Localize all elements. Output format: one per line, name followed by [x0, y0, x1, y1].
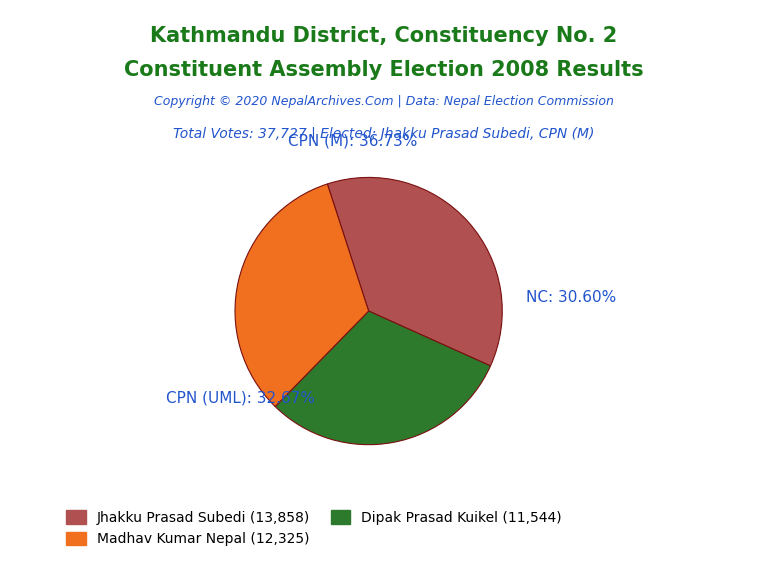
- Text: CPN (UML): 32.67%: CPN (UML): 32.67%: [166, 391, 315, 406]
- Text: Total Votes: 37,727 | Elected: Jhakku Prasad Subedi, CPN (M): Total Votes: 37,727 | Elected: Jhakku Pr…: [174, 127, 594, 141]
- Wedge shape: [235, 184, 369, 407]
- Text: Copyright © 2020 NepalArchives.Com | Data: Nepal Election Commission: Copyright © 2020 NepalArchives.Com | Dat…: [154, 95, 614, 108]
- Text: Constituent Assembly Election 2008 Results: Constituent Assembly Election 2008 Resul…: [124, 60, 644, 81]
- Wedge shape: [327, 177, 502, 366]
- Legend: Jhakku Prasad Subedi (13,858), Madhav Kumar Nepal (12,325), Dipak Prasad Kuikel : Jhakku Prasad Subedi (13,858), Madhav Ku…: [61, 505, 568, 552]
- Text: CPN (M): 36.73%: CPN (M): 36.73%: [288, 133, 417, 148]
- Wedge shape: [275, 311, 491, 445]
- Text: NC: 30.60%: NC: 30.60%: [526, 290, 617, 305]
- Text: Kathmandu District, Constituency No. 2: Kathmandu District, Constituency No. 2: [151, 26, 617, 46]
